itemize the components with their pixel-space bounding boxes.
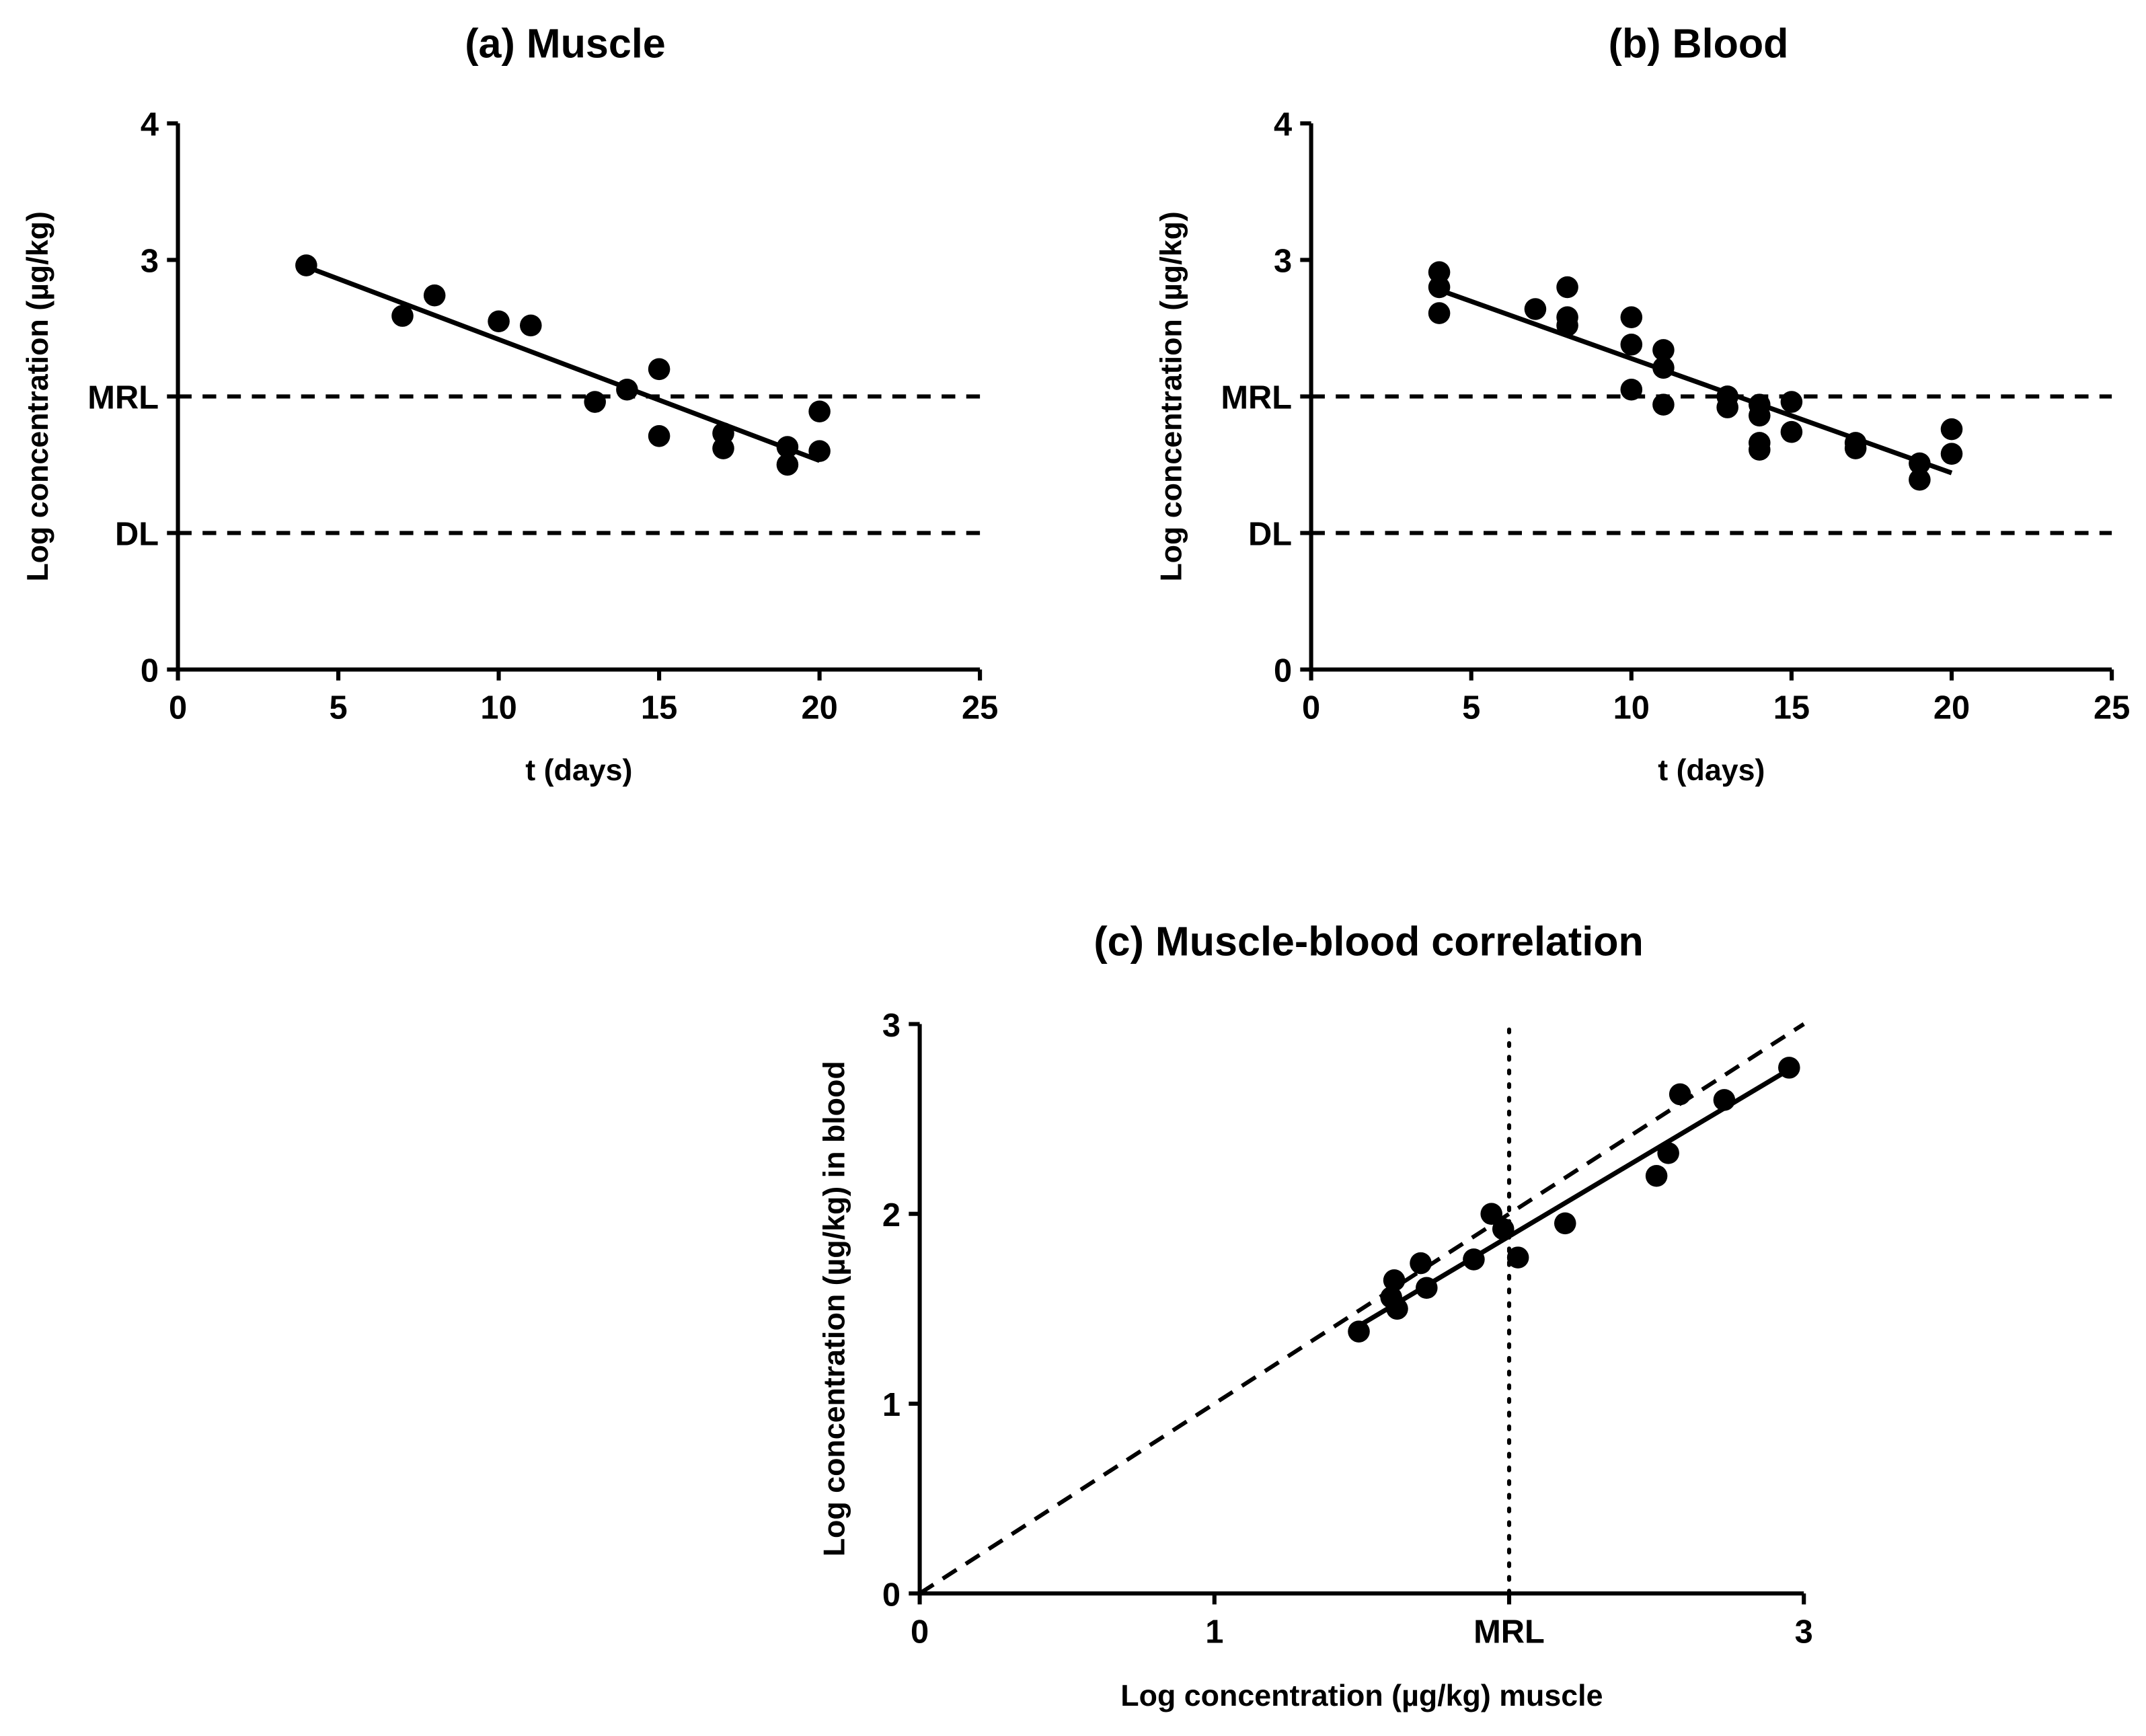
data-point xyxy=(1780,420,1803,443)
data-point xyxy=(1909,468,1931,491)
data-point xyxy=(1524,298,1547,320)
x-tick-label: 15 xyxy=(1773,690,1810,726)
x-tick-label: 5 xyxy=(1462,690,1480,726)
chart-panel-a: (a) Muscle t (days) Log concentration (µg/… xyxy=(21,21,998,788)
data-point xyxy=(1428,302,1451,324)
x-tick-label: 10 xyxy=(1613,690,1650,726)
x-tick-label: 20 xyxy=(1933,690,1970,726)
x-tick-label: 20 xyxy=(801,690,837,726)
y-tick-label: MRL xyxy=(1221,380,1292,416)
x-axis-label: Log concentration (µg/kg) muscle xyxy=(1120,1679,1603,1712)
data-point xyxy=(1652,393,1675,416)
data-point xyxy=(423,284,446,307)
x-tick-label: 3 xyxy=(1795,1614,1813,1650)
data-point xyxy=(616,378,638,401)
regression-line xyxy=(1438,287,1953,476)
data-point xyxy=(1620,333,1643,356)
data-point xyxy=(648,358,670,381)
x-tick-label: 25 xyxy=(2094,690,2130,726)
x-tick-label: MRL xyxy=(1473,1614,1545,1650)
data-point xyxy=(1492,1217,1515,1240)
data-point xyxy=(520,314,542,337)
x-tick-label: 10 xyxy=(480,690,516,726)
data-point xyxy=(1669,1083,1691,1106)
y-tick-label: 3 xyxy=(1274,243,1292,280)
x-tick-label: 0 xyxy=(169,690,187,726)
chart-title: (a) Muscle xyxy=(465,21,666,67)
data-point xyxy=(1940,418,1963,441)
y-tick-label: 0 xyxy=(1274,653,1292,689)
x-tick-label: 25 xyxy=(962,690,998,726)
x-axis-label: t (days) xyxy=(525,753,632,787)
data-point xyxy=(712,437,734,459)
data-point xyxy=(1386,1297,1408,1320)
chart-title: (c) Muscle-blood correlation xyxy=(1094,919,1643,965)
x-tick-label: 1 xyxy=(1205,1614,1223,1650)
y-tick-label: DL xyxy=(1248,517,1292,553)
y-tick-label: 3 xyxy=(882,1008,900,1044)
data-point xyxy=(391,305,414,327)
data-point xyxy=(1780,391,1803,413)
regression-line xyxy=(305,264,820,463)
data-point xyxy=(1416,1277,1438,1299)
data-point xyxy=(1716,396,1738,418)
data-point xyxy=(1749,439,1771,461)
x-tick-label: 5 xyxy=(329,690,347,726)
y-tick-label: 0 xyxy=(141,653,159,689)
y-tick-label: 4 xyxy=(141,107,159,143)
data-point xyxy=(1383,1269,1406,1291)
data-point xyxy=(1428,276,1451,299)
y-tick-label: 4 xyxy=(1274,107,1292,143)
x-tick-label: 15 xyxy=(641,690,677,726)
identity-line xyxy=(918,1022,1805,1595)
y-tick-label: MRL xyxy=(87,380,159,416)
data-point xyxy=(584,391,606,413)
y-tick-label: 2 xyxy=(882,1197,900,1234)
data-point xyxy=(808,400,831,423)
data-point xyxy=(1713,1089,1736,1111)
data-point xyxy=(488,310,510,333)
y-axis-label: Log concentration (µg/kg) xyxy=(21,211,54,582)
data-point xyxy=(712,422,734,445)
data-point xyxy=(1844,437,1867,459)
data-point xyxy=(1620,306,1643,328)
data-point xyxy=(1480,1203,1502,1225)
data-point xyxy=(1556,314,1578,337)
chart-title: (b) Blood xyxy=(1609,21,1789,67)
data-point xyxy=(1778,1057,1800,1079)
y-tick-label: DL xyxy=(115,517,159,553)
y-tick-label: 0 xyxy=(882,1577,900,1613)
data-point xyxy=(1657,1142,1679,1164)
y-tick-label: 3 xyxy=(141,243,159,280)
data-point xyxy=(1348,1320,1370,1343)
data-point xyxy=(1554,1212,1576,1235)
y-axis-label: Log concentration (µg/kg) in blood xyxy=(818,1061,851,1556)
data-point xyxy=(1652,356,1675,379)
data-point xyxy=(1620,378,1643,401)
data-point xyxy=(1556,276,1578,299)
y-axis-label: Log concentration (µg/kg) xyxy=(1154,211,1188,582)
data-point xyxy=(295,254,317,276)
y-tick-label: 1 xyxy=(882,1387,900,1423)
data-point xyxy=(1909,452,1931,475)
x-tick-label: 0 xyxy=(911,1614,929,1650)
data-point xyxy=(776,436,799,458)
data-point xyxy=(1940,443,1963,465)
chart-panel-c: (c) Muscle-blood correlation Log concentr… xyxy=(818,919,1813,1712)
data-point xyxy=(776,453,799,476)
data-point xyxy=(808,440,831,462)
data-point xyxy=(648,425,670,447)
data-point xyxy=(1506,1246,1529,1269)
data-point xyxy=(1463,1248,1485,1271)
chart-panel-b: (b) Blood t (days) Log concentration (µg/k… xyxy=(1154,21,2130,788)
data-point xyxy=(1410,1252,1432,1275)
data-point xyxy=(1652,339,1675,361)
data-point xyxy=(1749,404,1771,427)
data-point xyxy=(1645,1164,1668,1187)
x-tick-label: 0 xyxy=(1302,690,1320,726)
x-axis-label: t (days) xyxy=(1658,753,1765,787)
data-point xyxy=(1428,261,1451,283)
